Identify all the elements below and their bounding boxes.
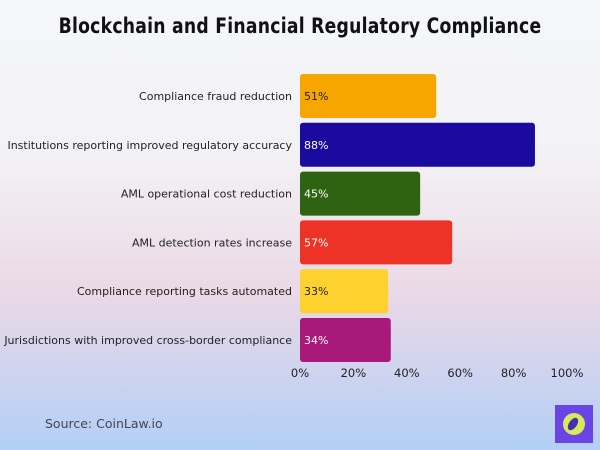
data-label: 51% [304,90,328,103]
chart-title: Blockchain and Financial Regulatory Comp… [58,14,542,38]
category-label: AML operational cost reduction [121,188,292,201]
category-label: Compliance fraud reduction [139,90,292,103]
category-label: Compliance reporting tasks automated [77,285,292,298]
category-label: AML detection rates increase [132,236,292,249]
bar [300,269,389,314]
source-text: Source: CoinLaw.io [45,416,163,431]
bar [300,220,453,265]
category-label: Jurisdictions with improved cross-border… [3,334,292,347]
data-label: 33% [304,285,328,298]
data-label: 88% [304,139,328,152]
x-tick-label: 20% [341,366,367,380]
bar [300,122,535,167]
x-tick-label: 0% [291,366,309,380]
data-label: 57% [304,236,328,249]
data-label: 45% [304,188,328,201]
bar [300,74,437,118]
data-label: 34% [304,334,328,347]
bar-chart: Compliance fraud reduction 51% Institution… [3,74,584,380]
logo-icon [555,405,593,443]
x-tick-label: 100% [551,366,584,380]
x-tick-label: 60% [447,366,473,380]
bar [300,318,391,362]
bar [300,171,421,216]
category-label: Institutions reporting improved regulato… [7,139,292,152]
x-tick-label: 40% [394,366,420,380]
x-tick-label: 80% [501,366,527,380]
